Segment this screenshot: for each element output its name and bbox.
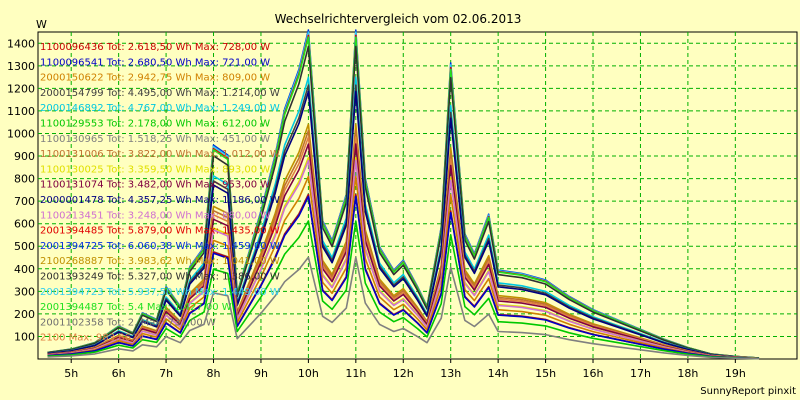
- legend-entry: 2000146892 Tot: 4.767,00 Wh Max: 1.249,0…: [40, 103, 280, 114]
- series-line-2100: [47, 136, 760, 360]
- y-tick-label: 200: [14, 308, 35, 321]
- y-tick-label: 1000: [7, 127, 35, 140]
- legend-entry: 1100131006 Tot: 3.822,00 Wh Max: 1.012,0…: [40, 149, 280, 160]
- y-tick-label: 600: [14, 218, 35, 231]
- legend-entry: 2000154799 Tot: 4.495,00 Wh Max: 1.214,0…: [40, 88, 280, 99]
- series-line-2001394487: [47, 36, 760, 359]
- x-tick-label: 7h: [159, 367, 173, 380]
- y-tick-label: 100: [14, 330, 35, 343]
- legend-entry: 2001394723 Tot: 5.937,50 Wh Max: 1.449,0…: [40, 287, 280, 298]
- legend-entry: 2000001478 Tot: 4.357,25 Wh Max: 1.186,0…: [40, 195, 280, 206]
- x-tick-label: 13h: [440, 367, 461, 380]
- legend-entry: 2001394485 Tot: 5.879,00 Wh Max: 1.435,0…: [40, 226, 280, 237]
- legend-entry: 2001394487 Tot: 5.4 Max: 1.427,00 W: [40, 302, 232, 313]
- series-line-1100129553: [47, 220, 760, 360]
- y-tick-label: 300: [14, 285, 35, 298]
- legend-entry: 1100213451 Tot: 3.248,00 Wh Max: 880,00 …: [40, 210, 270, 221]
- x-tick-label: 6h: [112, 367, 126, 380]
- y-tick-label: 1300: [7, 60, 35, 73]
- x-tick-label: 16h: [583, 367, 604, 380]
- legend-entry: 1100129553 Tot: 2.178,00 Wh Max: 612,00 …: [40, 119, 270, 130]
- legend-entry: 2001394725 Tot: 6.060,38 Wh Max: 1.459,0…: [40, 241, 280, 252]
- series-line-2000001478: [47, 90, 760, 359]
- series-line-1100096541: [47, 195, 760, 360]
- legend-entry: 2000150622 Tot: 2.942,75 Wh Max: 809,00 …: [40, 73, 270, 84]
- series-line-1100131006: [47, 130, 760, 360]
- y-tick-label: 1200: [7, 82, 35, 95]
- legend-entry: 1100096541 Tot: 2.680,50 Wh Max: 721,00 …: [40, 57, 270, 68]
- series-line-2000146892: [47, 76, 760, 359]
- x-tick-label: 9h: [254, 367, 268, 380]
- y-tick-label: 1400: [7, 37, 35, 50]
- legend-entry: 2001102358 Tot: 2. Max: 731,00 W: [40, 317, 216, 328]
- y-tick-label: 400: [14, 263, 35, 276]
- legend-entry: 1100130965 Tot: 1.518,25 Wh Max: 451,00 …: [40, 134, 270, 145]
- x-tick-label: 14h: [488, 367, 509, 380]
- x-tick-label: 5h: [64, 367, 78, 380]
- series-line-1100130965: [47, 256, 760, 360]
- footer-credit: SunnyReport pinxit: [700, 386, 796, 397]
- y-tick-label: 900: [14, 150, 35, 163]
- legend-entry: 1100130025 Tot: 3.359,50 Wh Max: 893,00 …: [40, 164, 270, 175]
- legend-entry: 2100268887 Tot: 3.983,62 Wh Max: 1.041,0…: [40, 256, 280, 267]
- y-tick-label: 1100: [7, 105, 35, 118]
- x-tick-label: 15h: [535, 367, 556, 380]
- y-axis-label: W: [36, 18, 47, 31]
- x-tick-label: 18h: [677, 367, 698, 380]
- y-tick-label: 700: [14, 195, 35, 208]
- x-tick-label: 19h: [725, 367, 746, 380]
- series-line-2000150622: [47, 175, 760, 360]
- series-line-2001393249: [47, 45, 760, 359]
- legend-entry: 1100096436 Tot: 2.618,50 Wh Max: 728,00 …: [40, 42, 270, 53]
- legend-entry: 2100 Max: 983,86 W: [40, 333, 144, 344]
- y-tick-label: 500: [14, 240, 35, 253]
- plot-area: 5h 6h 7h 8h 9h 10h 11h 12h 13h 14h 15h 16h 17h 18h 19h…: [7, 29, 798, 380]
- series-line-1100213451: [47, 159, 760, 360]
- legend-entry: 1100131074 Tot: 3.482,00 Wh Max: 953,00 …: [40, 180, 270, 191]
- legend-entry: 2001393249 Tot: 5.327,00 Wh Max: 1.386,0…: [40, 272, 280, 283]
- y-tick-label: 800: [14, 173, 35, 186]
- x-tick-label: 12h: [393, 367, 414, 380]
- x-tick-label: 10h: [298, 367, 319, 380]
- series-line-1100131074: [47, 143, 760, 360]
- x-tick-label: 17h: [630, 367, 651, 380]
- series-line-2100268887: [47, 123, 760, 360]
- chart-title: Wechselrichtervergleich vom 02.06.2013: [275, 12, 522, 26]
- x-tick-label: 11h: [345, 367, 366, 380]
- x-tick-label: 8h: [207, 367, 221, 380]
